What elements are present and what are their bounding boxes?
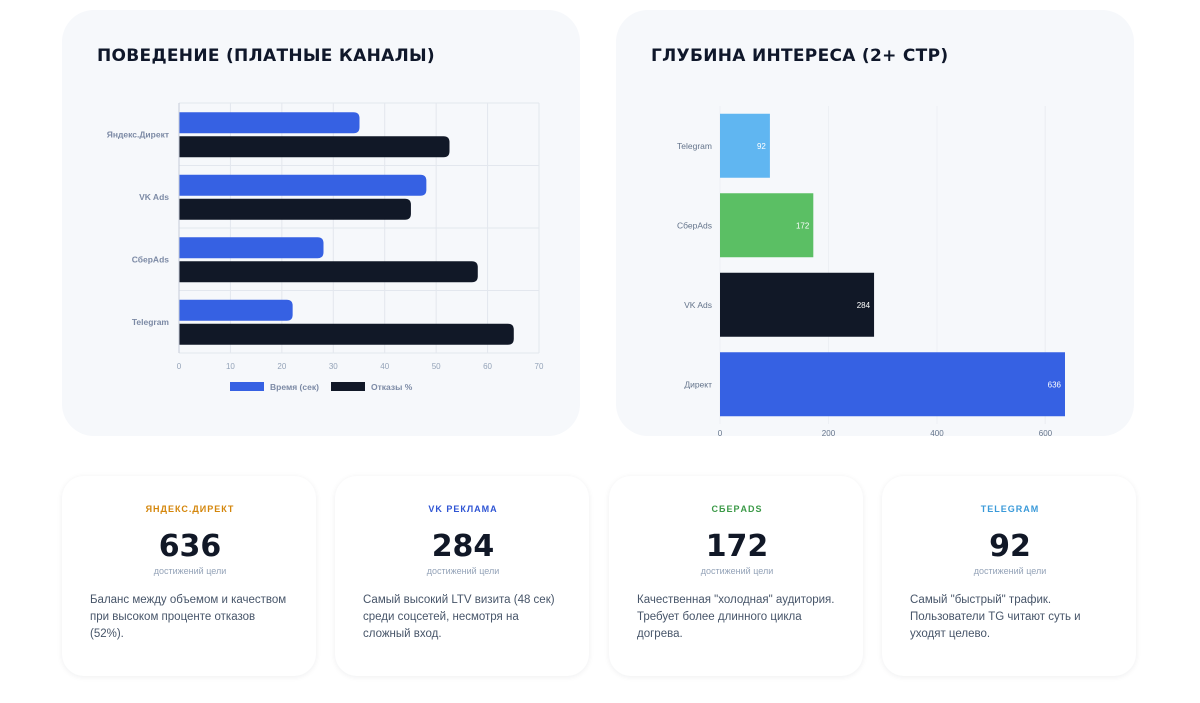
y-tick-label: Директ xyxy=(684,379,712,389)
depth-chart: 0 200 400 600 Telegram 92 СберAds 172 VK Ads 284 Д… xyxy=(677,106,1065,438)
y-tick-label: Telegram xyxy=(132,317,170,327)
card-label: TELEGRAM xyxy=(980,504,1040,514)
y-tick-label: СберAds xyxy=(677,220,712,230)
card-value: 636 xyxy=(158,529,222,564)
card-telegram: TELEGRAM 92 достижений цели Самый "быстр… xyxy=(882,476,1136,676)
x-tick-label: 600 xyxy=(1039,429,1053,438)
bar-bounce xyxy=(179,261,478,283)
card-label: СБЕРADS xyxy=(711,504,763,514)
x-tick-label: 40 xyxy=(380,362,389,371)
card-sberads: СБЕРADS 172 достижений цели Качественная… xyxy=(609,476,863,676)
card-vk-ads: VK РЕКЛАМА 284 достижений цели Самый выс… xyxy=(335,476,589,676)
x-tick-label: 0 xyxy=(177,362,182,371)
bar xyxy=(720,193,814,258)
data-label: 636 xyxy=(1048,380,1062,389)
card-sub: достижений цели xyxy=(153,566,227,576)
x-tick-label: 0 xyxy=(718,429,723,438)
bar-time xyxy=(179,112,360,134)
bar xyxy=(720,352,1065,417)
behavior-chart: 0 10 20 30 40 50 60 70 Яндекс.Директ VK Ads СберAd… xyxy=(107,102,544,392)
x-tick-label: 50 xyxy=(432,362,441,371)
card-sub: достижений цели xyxy=(973,566,1047,576)
legend-swatch xyxy=(230,382,264,391)
card-value: 92 xyxy=(989,529,1031,564)
card-label: VK РЕКЛАМА xyxy=(428,504,498,514)
card-description: Качественная "холодная" аудитория. Требу… xyxy=(637,594,835,640)
legend-swatch xyxy=(331,382,365,391)
card-sub: достижений цели xyxy=(700,566,774,576)
bar-bounce xyxy=(179,136,450,158)
x-tick-label: 10 xyxy=(226,362,235,371)
data-label: 284 xyxy=(857,301,871,310)
x-tick-label: 70 xyxy=(535,362,544,371)
card-description: Самый высокий LTV визита (48 сек) среди … xyxy=(363,594,555,640)
card-yandex-direct: ЯНДЕКС.ДИРЕКТ 636 достижений цели Баланс… xyxy=(62,476,316,676)
y-tick-label: Яндекс.Директ xyxy=(107,129,169,139)
data-label: 172 xyxy=(796,221,810,230)
legend-label: Отказы % xyxy=(371,382,413,392)
x-tick-label: 20 xyxy=(277,362,286,371)
y-tick-label: СберAds xyxy=(132,254,170,264)
card-value: 284 xyxy=(431,529,495,564)
bar-time xyxy=(179,299,293,321)
data-label: 92 xyxy=(757,142,766,151)
behavior-title: ПОВЕДЕНИЕ (ПЛАТНЫЕ КАНАЛЫ) xyxy=(97,46,435,66)
card-description: Баланс между объемом и качеством при выс… xyxy=(90,594,287,640)
x-tick-label: 30 xyxy=(329,362,338,371)
bar-time xyxy=(179,237,324,259)
behavior-panel: ПОВЕДЕНИЕ (ПЛАТНЫЕ КАНАЛЫ) 0 10 20 30 40 50 60… xyxy=(62,10,580,436)
x-tick-label: 400 xyxy=(930,429,944,438)
x-tick-label: 60 xyxy=(483,362,492,371)
depth-panel: ГЛУБИНА ИНТЕРЕСА (2+ СТР) 0 200 400 600 Tele… xyxy=(616,10,1134,438)
card-description: Самый "быстрый" трафик. Пользователи TG … xyxy=(910,594,1081,640)
legend-label: Время (сек) xyxy=(270,382,319,392)
summary-cards: ЯНДЕКС.ДИРЕКТ 636 достижений цели Баланс… xyxy=(62,476,1136,676)
depth-title: ГЛУБИНА ИНТЕРЕСА (2+ СТР) xyxy=(651,46,949,66)
y-tick-label: Telegram xyxy=(677,141,712,151)
card-value: 172 xyxy=(705,529,769,564)
y-tick-label: VK Ads xyxy=(684,300,712,310)
card-label: ЯНДЕКС.ДИРЕКТ xyxy=(145,504,235,514)
bar-bounce xyxy=(179,323,514,345)
card-sub: достижений цели xyxy=(426,566,500,576)
x-tick-label: 200 xyxy=(822,429,836,438)
y-tick-label: VK Ads xyxy=(139,192,169,202)
bar xyxy=(720,272,875,337)
bar-time xyxy=(179,174,427,196)
bar xyxy=(720,113,770,178)
bar-bounce xyxy=(179,198,411,220)
